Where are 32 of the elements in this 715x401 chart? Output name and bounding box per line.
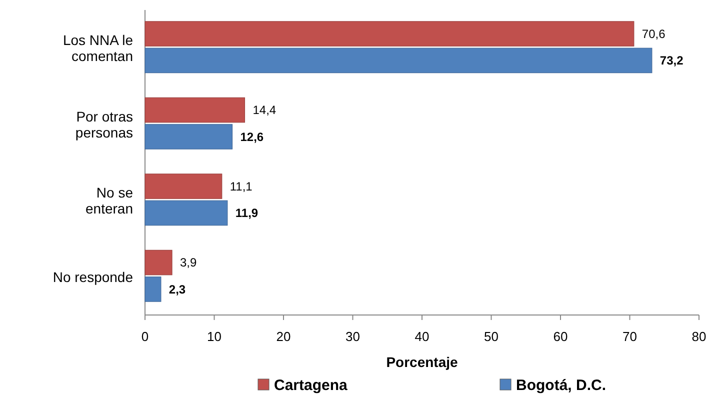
bar xyxy=(144,250,172,276)
data-label: 2,3 xyxy=(168,282,186,296)
y-tick-label: No se enteran xyxy=(86,184,134,217)
x-tick-label: 0 xyxy=(141,329,149,344)
data-label: 12,6 xyxy=(240,130,264,144)
bar xyxy=(144,174,222,199)
data-label: 73,2 xyxy=(660,54,684,68)
data-label: 11,1 xyxy=(230,179,253,194)
data-label: 14,4 xyxy=(252,103,276,118)
x-tick-label: 30 xyxy=(346,329,360,344)
x-tick-label: 20 xyxy=(276,329,291,344)
x-tick-label: 70 xyxy=(622,329,637,344)
legend-label: Bogotá, D.C. xyxy=(516,376,606,394)
x-tick-label: 40 xyxy=(414,329,430,344)
data-label: 3,9 xyxy=(180,256,198,270)
x-tick-label: 10 xyxy=(207,329,222,344)
bar xyxy=(144,48,652,74)
legend-label: Cartagena xyxy=(274,376,348,394)
bar xyxy=(144,97,246,123)
x-tick-label: 50 xyxy=(484,329,498,344)
x-tick-label: 80 xyxy=(692,329,706,344)
y-tick-label: No responde xyxy=(52,268,134,285)
y-tick-label: Los NNA le comentan xyxy=(62,32,134,64)
bar xyxy=(144,124,233,150)
x-axis-title: Porcentaje xyxy=(386,354,458,370)
bar xyxy=(144,200,228,226)
x-tick-label: 60 xyxy=(553,329,568,344)
data-label: 11,9 xyxy=(235,206,258,220)
y-tick-label: Por otras personas xyxy=(75,108,133,140)
bar xyxy=(144,21,634,46)
bar xyxy=(144,276,162,302)
data-label: 70,6 xyxy=(642,26,666,41)
